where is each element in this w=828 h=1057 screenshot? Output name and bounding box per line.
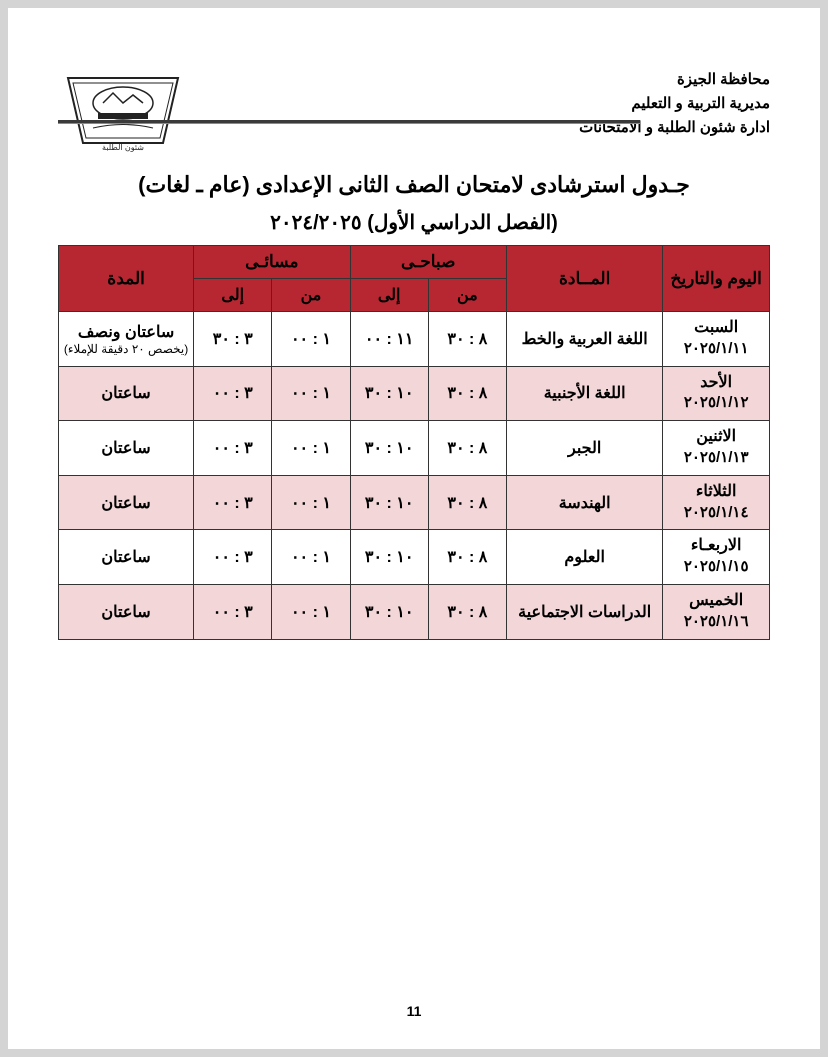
- cell-subject: الجبر: [506, 421, 662, 476]
- title-sub: (الفصل الدراسي الأول) ٢٠٢٤/٢٠٢٥: [58, 210, 770, 235]
- authority-block: محافظة الجيزة مديرية التربية و التعليم ا…: [579, 68, 770, 140]
- cell-date: الاثنين ٢٠٢٥/١/١٣: [663, 421, 770, 476]
- duration-text: ساعتان: [101, 385, 150, 402]
- day-name: السبت: [694, 319, 738, 336]
- day-name: الثلاثاء: [696, 483, 737, 500]
- cell-morning-from: ٨ : ٣٠: [428, 584, 506, 639]
- day-date: ٢٠٢٥/١/١٥: [684, 558, 749, 575]
- col-header-duration: المدة: [59, 246, 194, 312]
- cell-morning-to: ١٠ : ٣٠: [350, 421, 428, 476]
- authority-line-2: مديرية التربية و التعليم: [579, 92, 770, 116]
- cell-date: الأحد ٢٠٢٥/١/١٢: [663, 366, 770, 421]
- day-date: ٢٠٢٥/١/١٣: [684, 449, 749, 466]
- col-header-evening-to: إلى: [194, 279, 272, 312]
- cell-date: السبت ٢٠٢٥/١/١١: [663, 312, 770, 367]
- cell-morning-from: ٨ : ٣٠: [428, 475, 506, 530]
- duration-text: ساعتان: [101, 604, 150, 621]
- cell-subject: العلوم: [506, 530, 662, 585]
- col-header-evening: مسائـى: [194, 246, 350, 279]
- day-name: الاربعـاء: [691, 537, 742, 554]
- cell-morning-from: ٨ : ٣٠: [428, 421, 506, 476]
- cell-evening-from: ١ : ٠٠: [272, 584, 350, 639]
- header-rule: [58, 120, 640, 124]
- day-date: ٢٠٢٥/١/١١: [684, 340, 749, 357]
- cell-subject: اللغة العربية والخط: [506, 312, 662, 367]
- day-date: ٢٠٢٥/١/١٤: [684, 504, 749, 521]
- cell-duration: ساعتان: [59, 366, 194, 421]
- cell-evening-from: ١ : ٠٠: [272, 312, 350, 367]
- cell-subject: الهندسة: [506, 475, 662, 530]
- day-name: الأحد: [700, 374, 732, 391]
- cell-date: الثلاثاء ٢٠٢٥/١/١٤: [663, 475, 770, 530]
- cell-evening-from: ١ : ٠٠: [272, 530, 350, 585]
- day-name: الخميس: [689, 592, 743, 609]
- letterhead: محافظة الجيزة مديرية التربية و التعليم ا…: [58, 68, 770, 158]
- duration-text: ساعتان ونصف: [78, 324, 174, 341]
- seal-logo: شئون الطلبة: [58, 68, 188, 158]
- cell-duration: ساعتان: [59, 421, 194, 476]
- table-row: الأحد ٢٠٢٥/١/١٢ اللغة الأجنبية٨ : ٣٠١٠ : ٣…: [59, 366, 770, 421]
- cell-evening-to: ٣ : ٠٠: [194, 530, 272, 585]
- cell-subject: الدراسات الاجتماعية: [506, 584, 662, 639]
- cell-duration: ساعتان: [59, 584, 194, 639]
- col-header-morning-to: إلى: [350, 279, 428, 312]
- cell-morning-to: ١٠ : ٣٠: [350, 584, 428, 639]
- cell-morning-from: ٨ : ٣٠: [428, 312, 506, 367]
- col-header-evening-from: من: [272, 279, 350, 312]
- title-block: جـدول استرشادى لامتحان الصف الثانى الإعد…: [58, 172, 770, 235]
- duration-text: ساعتان: [101, 549, 150, 566]
- table-row: الاربعـاء ٢٠٢٥/١/١٥ العلوم٨ : ٣٠١٠ : ٣٠١ :…: [59, 530, 770, 585]
- cell-morning-from: ٨ : ٣٠: [428, 366, 506, 421]
- col-header-morning: صباحـى: [350, 246, 506, 279]
- table-header: اليوم والتاريخ المــادة صباحـى مسائـى ال…: [59, 246, 770, 312]
- table-row: الثلاثاء ٢٠٢٥/١/١٤ الهندسة٨ : ٣٠١٠ : ٣٠١ :…: [59, 475, 770, 530]
- cell-date: الاربعـاء ٢٠٢٥/١/١٥: [663, 530, 770, 585]
- table-row: الخميس ٢٠٢٥/١/١٦ الدراسات الاجتماعية٨ : ٣٠…: [59, 584, 770, 639]
- day-name: الاثنين: [696, 428, 736, 445]
- exam-schedule-table: اليوم والتاريخ المــادة صباحـى مسائـى ال…: [58, 245, 770, 640]
- cell-evening-to: ٣ : ٠٠: [194, 421, 272, 476]
- col-header-date: اليوم والتاريخ: [663, 246, 770, 312]
- cell-evening-to: ٣ : ٣٠: [194, 312, 272, 367]
- cell-morning-from: ٨ : ٣٠: [428, 530, 506, 585]
- duration-note: (يخصص ٢٠ دقيقة للإملاء): [63, 342, 189, 356]
- cell-morning-to: ١٠ : ٣٠: [350, 366, 428, 421]
- cell-duration: ساعتان ونصف(يخصص ٢٠ دقيقة للإملاء): [59, 312, 194, 367]
- title-main: جـدول استرشادى لامتحان الصف الثانى الإعد…: [58, 172, 770, 198]
- cell-duration: ساعتان: [59, 530, 194, 585]
- cell-morning-to: ١١ : ٠٠: [350, 312, 428, 367]
- seal-icon: شئون الطلبة: [63, 73, 183, 153]
- table-row: الاثنين ٢٠٢٥/١/١٣ الجبر٨ : ٣٠١٠ : ٣٠١ : ٠٠…: [59, 421, 770, 476]
- table-row: السبت٢٠٢٥/١/١١اللغة العربية والخط٨ : ٣٠١…: [59, 312, 770, 367]
- cell-evening-from: ١ : ٠٠: [272, 421, 350, 476]
- duration-text: ساعتان: [101, 495, 150, 512]
- cell-duration: ساعتان: [59, 475, 194, 530]
- cell-evening-to: ٣ : ٠٠: [194, 475, 272, 530]
- duration-text: ساعتان: [101, 440, 150, 457]
- page-number: 11: [8, 1003, 820, 1019]
- authority-line-1: محافظة الجيزة: [579, 68, 770, 92]
- cell-morning-to: ١٠ : ٣٠: [350, 530, 428, 585]
- day-date: ٢٠٢٥/١/١٢: [684, 394, 749, 411]
- cell-morning-to: ١٠ : ٣٠: [350, 475, 428, 530]
- document-page: محافظة الجيزة مديرية التربية و التعليم ا…: [8, 8, 820, 1049]
- cell-evening-to: ٣ : ٠٠: [194, 366, 272, 421]
- cell-evening-from: ١ : ٠٠: [272, 366, 350, 421]
- cell-evening-to: ٣ : ٠٠: [194, 584, 272, 639]
- cell-subject: اللغة الأجنبية: [506, 366, 662, 421]
- day-date: ٢٠٢٥/١/١٦: [684, 613, 749, 630]
- cell-date: الخميس ٢٠٢٥/١/١٦: [663, 584, 770, 639]
- cell-evening-from: ١ : ٠٠: [272, 475, 350, 530]
- col-header-morning-from: من: [428, 279, 506, 312]
- svg-text:شئون الطلبة: شئون الطلبة: [102, 143, 144, 152]
- table-body: السبت٢٠٢٥/١/١١اللغة العربية والخط٨ : ٣٠١…: [59, 312, 770, 640]
- col-header-subject: المــادة: [506, 246, 662, 312]
